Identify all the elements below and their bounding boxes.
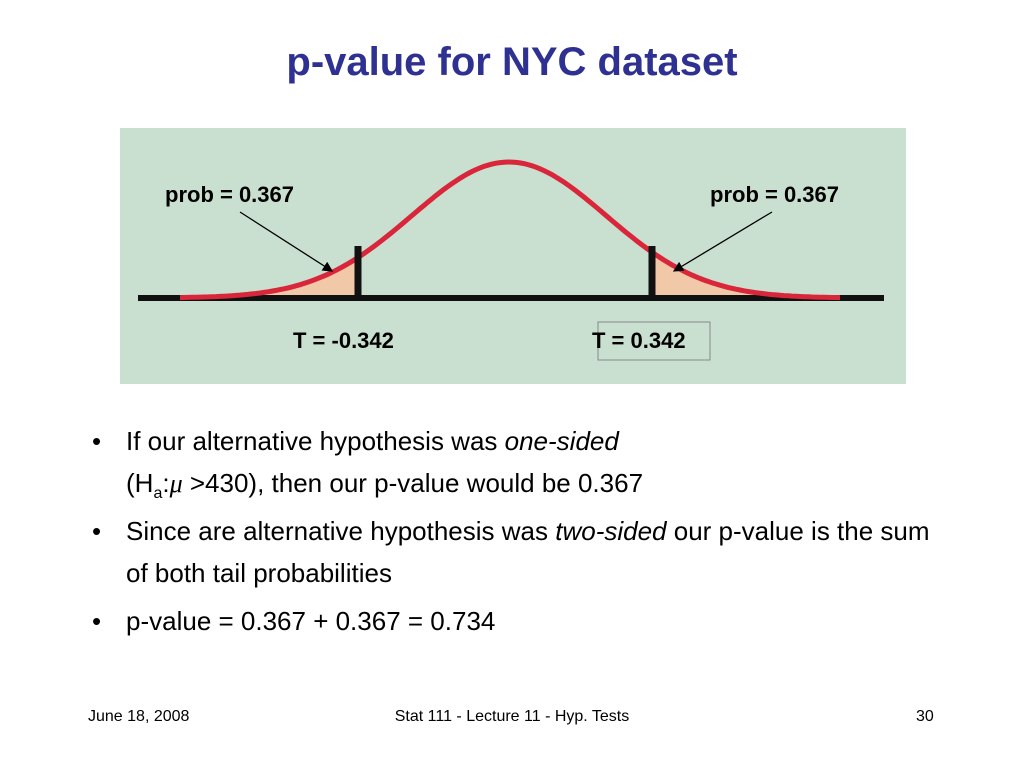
figure-background (120, 128, 906, 384)
footer-page: 30 (916, 708, 934, 725)
bullet-text: If our alternative hypothesis was (126, 426, 505, 456)
bullet-text: , then our p-value would be 0.367 (257, 468, 644, 498)
footer-course: Stat 111 - Lecture 11 - Hyp. Tests (394, 708, 630, 725)
right-t-label: T = 0.342 (592, 328, 686, 353)
right-arrow (672, 211, 773, 272)
slide-title: p-value for NYC dataset (286, 40, 738, 84)
bullet-text: Since are alternative hypothesis was (126, 516, 556, 546)
footer-date: June 18, 2008 (88, 708, 190, 725)
bullet-text: p-value = 0.367 + 0.367 = 0.734 (126, 606, 496, 636)
symbol: μ (169, 469, 183, 498)
right-tail (652, 252, 840, 298)
left-t-label: T = -0.342 (293, 328, 394, 353)
t-distribution-figure (120, 128, 906, 384)
emphasis: two-sided (555, 516, 667, 546)
left-prob-label: prob = 0.367 (165, 182, 295, 207)
subscript: a (153, 485, 163, 503)
left-arrow (239, 211, 334, 272)
left-tail (180, 257, 358, 298)
bullet-text: (H (126, 468, 154, 498)
bullet-text: >430) (182, 468, 258, 498)
bullet-text: our p-value is the sum of both tail prob… (126, 516, 930, 588)
emphasis: one-sided (504, 426, 619, 456)
highlight-box (597, 321, 711, 361)
right-prob-label: prob = 0.367 (710, 182, 840, 207)
bullet-text: : (162, 468, 170, 498)
density-curve (179, 159, 841, 301)
